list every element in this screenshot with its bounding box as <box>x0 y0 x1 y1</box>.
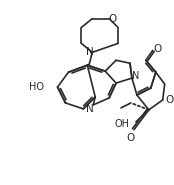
Text: O: O <box>165 95 174 105</box>
Text: O: O <box>108 14 116 24</box>
Text: N: N <box>86 104 94 114</box>
Text: N: N <box>86 47 94 57</box>
Text: N: N <box>132 71 140 81</box>
Text: O: O <box>154 44 162 54</box>
Text: HO: HO <box>29 82 44 92</box>
Text: O: O <box>127 133 135 143</box>
Text: OH: OH <box>115 119 130 129</box>
